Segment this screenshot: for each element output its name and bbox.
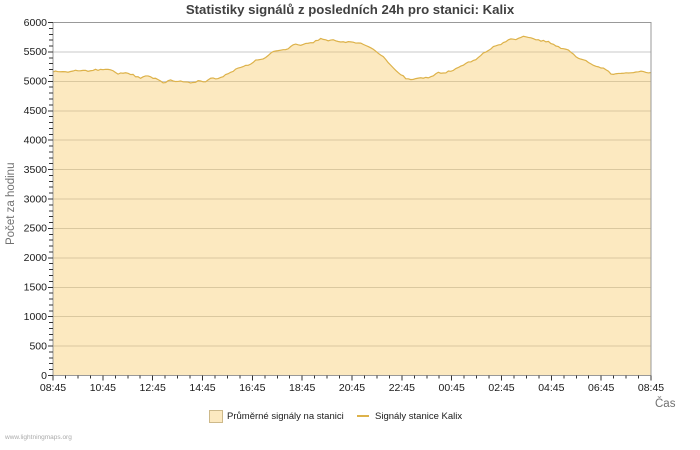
svg-text:3500: 3500 (24, 164, 48, 176)
svg-text:1000: 1000 (24, 311, 48, 323)
svg-text:0: 0 (41, 370, 47, 382)
svg-text:3000: 3000 (24, 193, 48, 205)
svg-text:02:45: 02:45 (488, 382, 514, 394)
svg-text:04:45: 04:45 (538, 382, 564, 394)
svg-text:12:45: 12:45 (140, 382, 166, 394)
svg-text:2000: 2000 (24, 252, 48, 264)
svg-text:06:45: 06:45 (588, 382, 614, 394)
svg-text:2500: 2500 (24, 223, 48, 235)
svg-text:5500: 5500 (24, 46, 48, 58)
svg-text:6000: 6000 (24, 17, 48, 29)
svg-text:22:45: 22:45 (389, 382, 415, 394)
svg-text:20:45: 20:45 (339, 382, 365, 394)
svg-text:4000: 4000 (24, 134, 48, 146)
svg-text:00:45: 00:45 (439, 382, 465, 394)
svg-text:1500: 1500 (24, 282, 48, 294)
svg-text:08:45: 08:45 (638, 382, 664, 394)
svg-text:14:45: 14:45 (189, 382, 215, 394)
svg-text:18:45: 18:45 (289, 382, 315, 394)
svg-text:500: 500 (29, 340, 47, 352)
svg-text:5000: 5000 (24, 76, 48, 88)
svg-text:10:45: 10:45 (90, 382, 116, 394)
svg-text:16:45: 16:45 (239, 382, 265, 394)
svg-text:4500: 4500 (24, 105, 48, 117)
svg-text:08:45: 08:45 (40, 382, 66, 394)
